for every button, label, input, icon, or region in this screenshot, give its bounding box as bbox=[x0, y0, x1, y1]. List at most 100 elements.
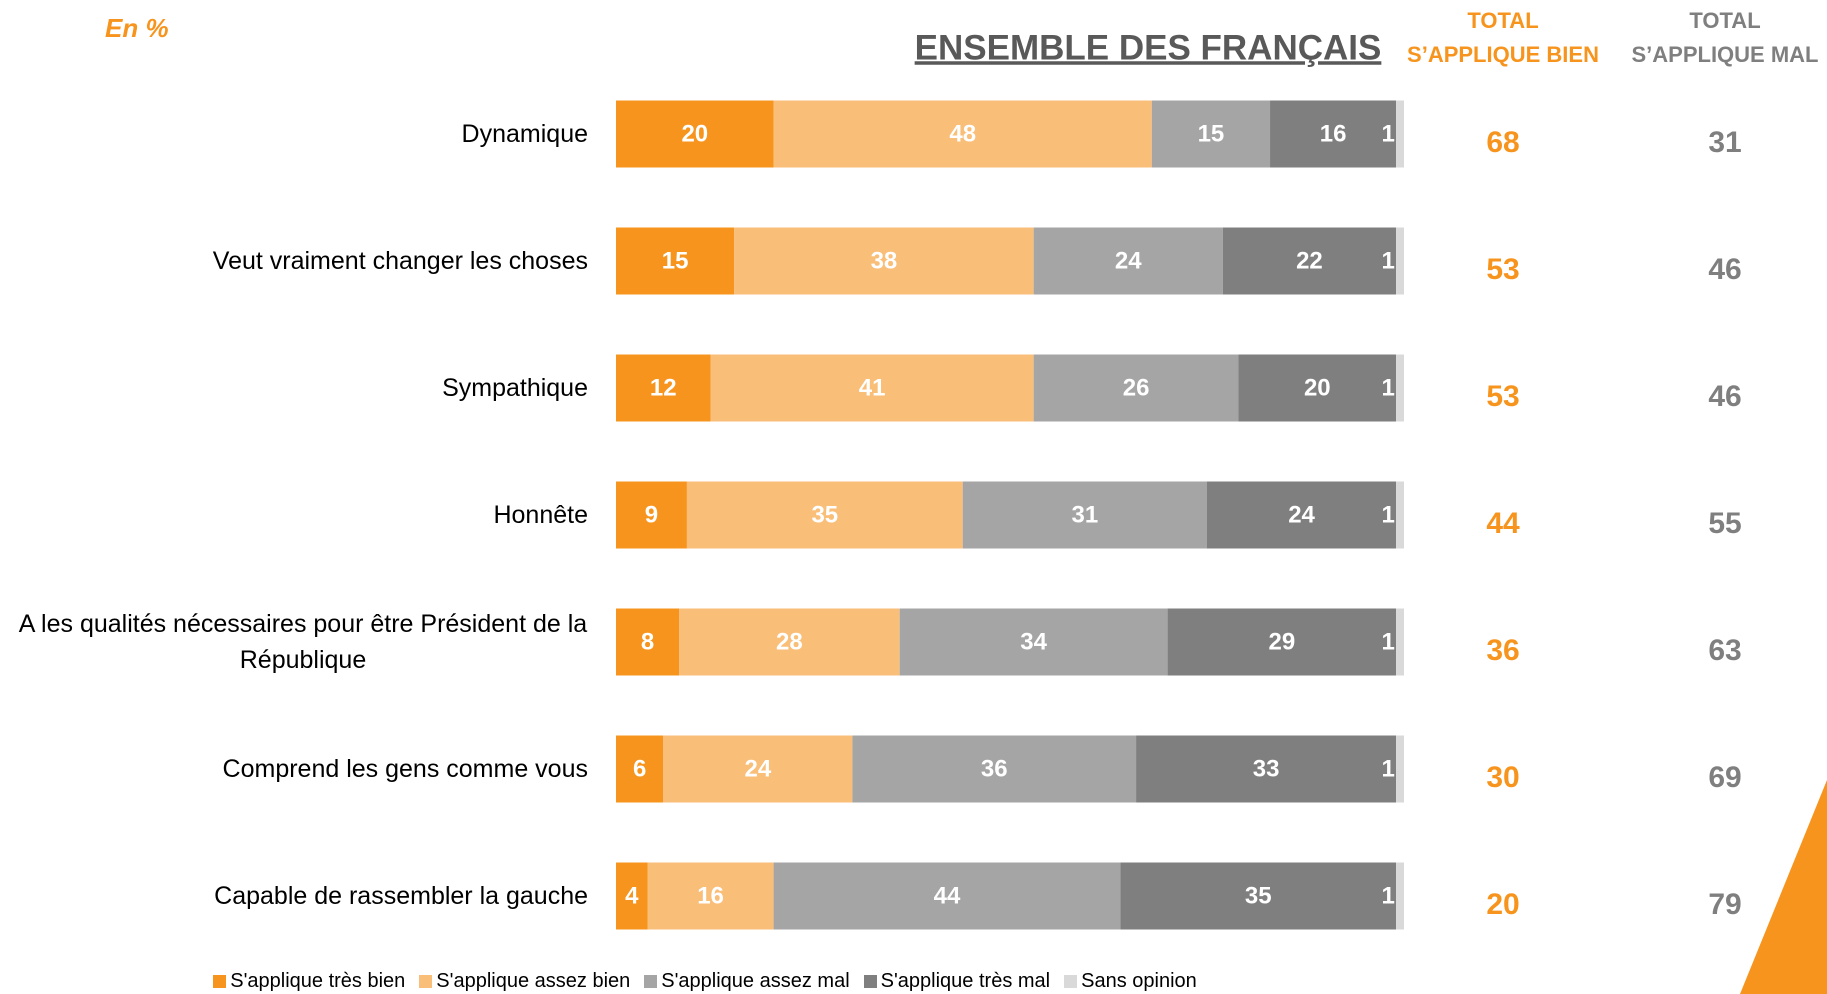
legend-item: S'applique très bien bbox=[213, 970, 405, 993]
chart-title: ENSEMBLE DES FRANÇAIS bbox=[915, 28, 1382, 67]
bar-segment bbox=[647, 862, 774, 930]
total-value: 68 bbox=[1486, 126, 1519, 159]
bar-segment bbox=[616, 481, 687, 549]
data-label: 1 bbox=[1381, 628, 1394, 655]
legend: S'applique très bien S'applique assez bie… bbox=[0, 970, 1410, 993]
total-value: 36 bbox=[1486, 634, 1519, 667]
data-label: 24 bbox=[1288, 501, 1315, 528]
data-label: 8 bbox=[641, 628, 654, 655]
total-value: 20 bbox=[1486, 888, 1519, 921]
bar-segment bbox=[1120, 862, 1397, 930]
bar-segment bbox=[710, 354, 1034, 422]
data-label: 35 bbox=[811, 501, 838, 528]
bar-segment bbox=[852, 735, 1137, 803]
bar-segment bbox=[616, 862, 648, 930]
bar-segment bbox=[773, 100, 1152, 168]
bar-segment bbox=[1033, 227, 1223, 295]
unit-note: En % bbox=[105, 13, 169, 43]
data-label: 20 bbox=[681, 120, 708, 147]
data-label: 1 bbox=[1381, 247, 1394, 274]
data-label: 29 bbox=[1269, 628, 1296, 655]
data-label: 24 bbox=[1115, 247, 1142, 274]
data-label: 4 bbox=[625, 882, 639, 909]
bar-segment bbox=[1207, 481, 1397, 549]
legend-item: S'applique assez bien bbox=[419, 970, 630, 993]
bar-segment bbox=[773, 862, 1121, 930]
data-label: 1 bbox=[1381, 755, 1394, 782]
data-label: 6 bbox=[633, 755, 646, 782]
legend-swatch bbox=[644, 975, 658, 988]
total-value: 46 bbox=[1708, 253, 1741, 286]
total-header: TOTAL bbox=[1689, 8, 1760, 33]
legend-swatch bbox=[863, 975, 877, 988]
bar-segment bbox=[1033, 354, 1239, 422]
bar-segment bbox=[679, 608, 900, 676]
data-label: 1 bbox=[1381, 501, 1394, 528]
legend-label: S'applique très mal bbox=[880, 970, 1051, 992]
legend-swatch bbox=[213, 975, 227, 988]
legend-item: Sans opinion bbox=[1064, 970, 1197, 993]
data-label: 16 bbox=[697, 882, 724, 909]
bar-segment bbox=[1238, 354, 1397, 422]
category-label: A les qualités nécessaires pour être Pré… bbox=[18, 610, 588, 674]
bar-segment bbox=[962, 481, 1207, 549]
data-label: 33 bbox=[1253, 755, 1280, 782]
bar-segment bbox=[616, 608, 680, 676]
bar-segment bbox=[1151, 100, 1271, 168]
bar-segment bbox=[1396, 227, 1404, 295]
data-label: 44 bbox=[934, 882, 961, 909]
bar-segment bbox=[616, 735, 664, 803]
data-label: 26 bbox=[1123, 374, 1150, 401]
total-header: S’APPLIQUE MAL bbox=[1631, 42, 1818, 67]
total-value: 44 bbox=[1486, 507, 1520, 540]
legend-item: S'applique très mal bbox=[863, 970, 1051, 993]
data-label: 41 bbox=[859, 374, 886, 401]
bar-segment bbox=[1270, 100, 1397, 168]
legend-label: Sans opinion bbox=[1081, 970, 1197, 992]
total-value: 79 bbox=[1708, 888, 1741, 921]
legend-label: S'applique très bien bbox=[230, 970, 406, 992]
data-label: 34 bbox=[1020, 628, 1047, 655]
category-label: Sympathique bbox=[442, 374, 588, 402]
bar-segment bbox=[1396, 354, 1404, 422]
total-header: TOTAL bbox=[1467, 8, 1538, 33]
bar-segment bbox=[1167, 608, 1397, 676]
bar-segment bbox=[1396, 481, 1404, 549]
data-label: 48 bbox=[949, 120, 976, 147]
legend-label: S'applique assez mal bbox=[661, 970, 850, 992]
data-label: 16 bbox=[1320, 120, 1347, 147]
bar-segment bbox=[616, 100, 774, 168]
data-label: 1 bbox=[1381, 882, 1394, 909]
legend-swatch bbox=[419, 975, 433, 988]
data-label: 28 bbox=[776, 628, 803, 655]
total-value: 55 bbox=[1708, 507, 1741, 540]
data-label: 9 bbox=[645, 501, 658, 528]
category-label: Veut vraiment changer les choses bbox=[212, 247, 588, 275]
legend-item: S'applique assez mal bbox=[644, 970, 850, 993]
total-value: 63 bbox=[1708, 634, 1741, 667]
data-label: 35 bbox=[1245, 882, 1272, 909]
data-label: 36 bbox=[981, 755, 1008, 782]
bar-segment bbox=[686, 481, 963, 549]
legend-swatch bbox=[1064, 975, 1078, 988]
bar-segment bbox=[1222, 227, 1397, 295]
data-label: 38 bbox=[871, 247, 898, 274]
bar-segment bbox=[1396, 735, 1404, 803]
total-value: 46 bbox=[1708, 380, 1741, 413]
total-value: 53 bbox=[1486, 380, 1519, 413]
bar-segment bbox=[1136, 735, 1397, 803]
bar-segment bbox=[663, 735, 853, 803]
total-value: 53 bbox=[1486, 253, 1519, 286]
data-label: 1 bbox=[1381, 374, 1394, 401]
decor bbox=[1740, 780, 1827, 994]
category-label: Comprend les gens comme vous bbox=[222, 755, 588, 783]
total-value: 30 bbox=[1486, 761, 1519, 794]
category-label: Capable de rassembler la gauche bbox=[214, 882, 588, 910]
bar-segment bbox=[1396, 608, 1404, 676]
bar-segment bbox=[1396, 862, 1404, 930]
data-label: 12 bbox=[650, 374, 677, 401]
data-label: 24 bbox=[744, 755, 771, 782]
total-value: 31 bbox=[1708, 126, 1741, 159]
